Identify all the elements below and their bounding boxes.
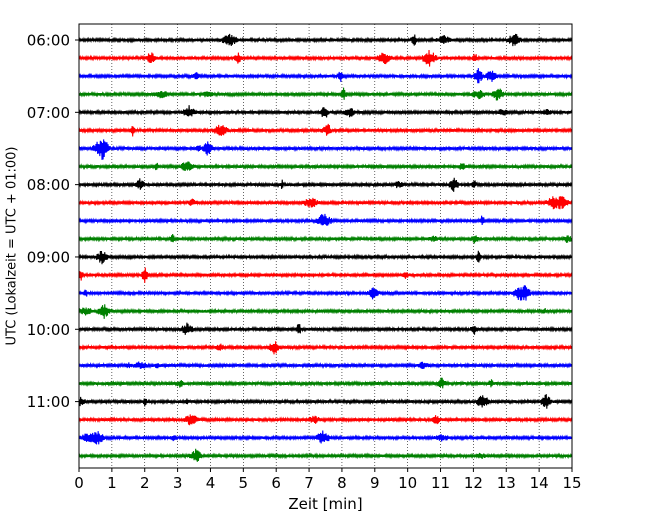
trace-line — [78, 361, 573, 370]
y-tick-label: 11:00 — [27, 393, 70, 411]
trace-line — [78, 161, 573, 171]
y-tick-label: 10:00 — [27, 321, 70, 339]
trace-line — [78, 304, 573, 319]
y-tick-label: 08:00 — [27, 176, 70, 194]
x-tick-label: 0 — [74, 474, 84, 492]
trace-line — [78, 33, 573, 47]
trace-line — [78, 448, 573, 462]
trace-line — [78, 414, 573, 426]
trace-line — [78, 87, 573, 101]
x-tick-label: 6 — [271, 474, 281, 492]
x-tick-label: 13 — [497, 474, 516, 492]
x-tick-label: 9 — [370, 474, 380, 492]
x-tick-label: 12 — [464, 474, 483, 492]
x-tick-label: 3 — [173, 474, 183, 492]
x-tick-label: 2 — [140, 474, 150, 492]
trace-line — [78, 105, 573, 118]
plot-frame — [78, 23, 573, 469]
grid-layer — [111, 24, 540, 468]
trace-line — [78, 123, 573, 137]
trace-line — [78, 394, 573, 409]
x-tick-label: 14 — [530, 474, 549, 492]
trace-line — [78, 430, 573, 445]
x-tick-label: 15 — [562, 474, 581, 492]
trace-line — [78, 341, 573, 355]
x-tick-label: 5 — [239, 474, 249, 492]
trace-line — [78, 177, 573, 192]
trace-line — [78, 49, 573, 67]
trace-line — [78, 139, 573, 160]
y-tick-label: 07:00 — [27, 104, 70, 122]
x-tick-label: 4 — [206, 474, 216, 492]
trace-line — [78, 213, 573, 226]
trace-line — [78, 68, 573, 84]
trace-line — [78, 250, 573, 265]
trace-line — [78, 233, 573, 244]
trace-line — [78, 322, 573, 335]
x-tick-label: 10 — [398, 474, 417, 492]
x-axis-label: Zeit [min] — [288, 495, 362, 513]
axis-layer: 0 1 2 3 4 5 6 7 8 9 10 11 12 13 14 1506:0007:0008:0009:… — [27, 32, 582, 493]
trace-line — [78, 285, 573, 301]
trace-layer — [78, 33, 573, 462]
x-tick-label: 8 — [337, 474, 347, 492]
x-tick-label: 7 — [304, 474, 314, 492]
trace-line — [78, 377, 573, 389]
y-axis-label: UTC (Lokalzeit = UTC + 01:00) — [5, 147, 20, 346]
x-tick-label: 1 — [107, 474, 117, 492]
y-tick-label: 06:00 — [27, 32, 70, 50]
y-tick-label: 09:00 — [27, 248, 70, 266]
trace-line — [78, 196, 573, 210]
trace-line — [78, 267, 573, 283]
x-tick-label: 11 — [431, 474, 450, 492]
